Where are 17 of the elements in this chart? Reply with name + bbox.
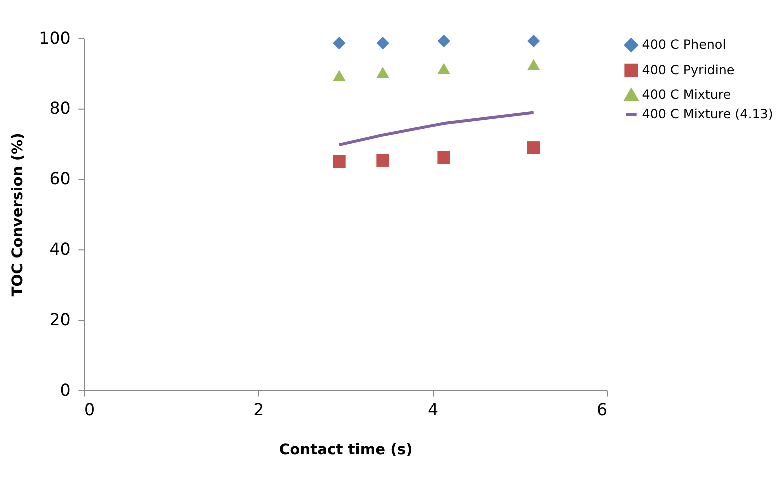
legend-label: 400 C Pyridine: [642, 62, 735, 78]
x-tick-label: 0: [84, 400, 96, 420]
x-axis-title: Contact time (s): [279, 441, 413, 458]
legend-label: 400 C Mixture: [642, 87, 732, 102]
legend-label: 400 C Phenol: [642, 37, 726, 52]
x-tick-label: 2: [254, 400, 264, 420]
y-axis-title: TOC Conversion (%): [10, 133, 27, 297]
y-tick-label: 0: [60, 380, 71, 400]
line-series: [338, 111, 536, 147]
y-tick-label: 60: [50, 170, 71, 189]
x-tick-label: 6: [596, 400, 608, 420]
y-tick-label: 20: [50, 310, 71, 330]
legend-label: 400 C Mixture (4.13): [642, 106, 774, 122]
y-tick-label: 100: [39, 28, 71, 48]
y-tick-label: 40: [50, 240, 71, 260]
y-tick-label: 80: [50, 99, 71, 118]
x-tick-label: 4: [428, 400, 439, 420]
